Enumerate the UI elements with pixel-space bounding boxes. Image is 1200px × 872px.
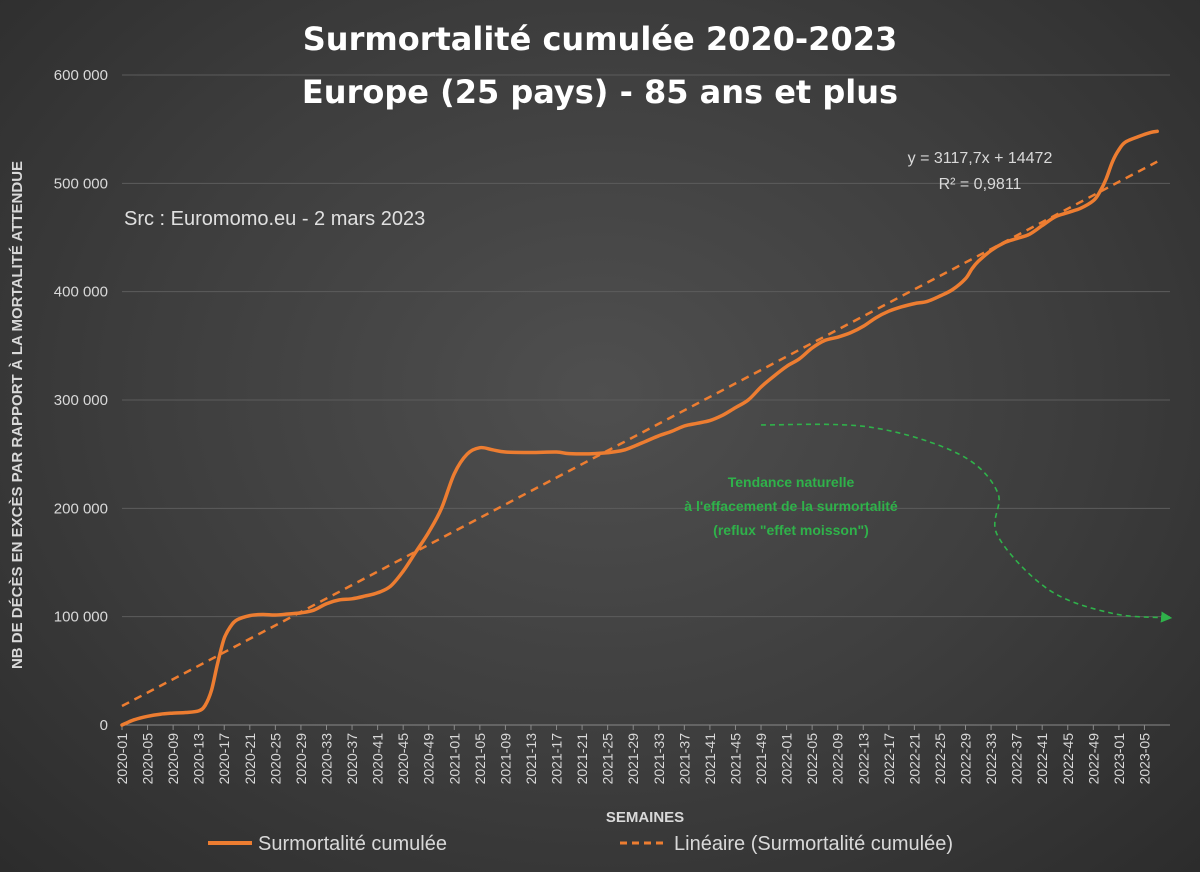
y-tick-label: 500 000 [54,175,108,192]
x-tick-label: 2022-05 [804,733,820,785]
x-tick-label: 2022-17 [881,733,897,785]
x-tick-label: 2022-01 [779,733,795,785]
x-tick-label: 2020-17 [216,733,232,785]
x-tick-label: 2020-33 [318,733,334,785]
trendline-series [121,160,1158,708]
x-tick-label: 2021-29 [625,733,641,785]
y-tick-label: 300 000 [54,392,108,409]
y-tick-label: 0 [100,717,108,734]
x-tick-label: 2021-05 [472,733,488,785]
x-tick-label: 2020-37 [344,733,360,785]
trendline-r2: R² = 0,9811 [939,176,1022,193]
x-tick-label: 2021-17 [549,733,565,785]
x-tick-label: 2021-01 [446,733,462,785]
chart-title-line-1: Surmortalité cumulée 2020-2023 [303,20,897,58]
x-tick-label: 2022-49 [1085,733,1101,785]
y-axis-ticks: 0 100 000 200 000 300 000 400 000 500 000 600 … [54,67,108,734]
x-tick-label: 2021-13 [523,733,539,785]
x-tick-label: 2022-45 [1060,733,1076,785]
x-tick-label: 2020-25 [267,733,283,785]
x-axis-title: SEMAINES [606,809,684,826]
x-tick-label: 2020-29 [293,733,309,785]
x-tick-label: 2022-29 [958,733,974,785]
x-tick-label: 2022-21 [906,733,922,785]
x-tick-label: 2020-01 [114,733,130,785]
x-tick-label: 2022-41 [1034,733,1050,785]
y-tick-label: 600 000 [54,67,108,84]
gridlines [122,74,1170,726]
x-tick-label: 2022-25 [932,733,948,785]
x-tick-label: 2021-21 [574,733,590,785]
x-tick-label: 2021-37 [676,733,692,785]
annotation-line-2: à l'effacement de la surmortalité [684,498,898,514]
x-tick-label: 2023-01 [1111,733,1127,785]
x-tick-label: 2022-37 [1009,733,1025,785]
x-tick-label: 2021-41 [702,733,718,785]
x-tick-label: 2021-49 [753,733,769,785]
annotation-line-1: Tendance naturelle [728,474,855,490]
x-tick-label: 2022-13 [855,733,871,785]
y-tick-label: 100 000 [54,609,108,626]
x-tick-label: 2021-45 [727,733,743,785]
x-tick-label: 2020-09 [165,733,181,785]
series-layer [120,129,1159,727]
legend-label-solid: Surmortalité cumulée [258,833,447,855]
x-tick-label: 2020-49 [421,733,437,785]
annotation-layer [761,423,1173,623]
y-tick-label: 400 000 [54,284,108,301]
x-tick-label: 2022-09 [830,733,846,785]
x-axis-ticks: 2020-01 2020-05 2020-09 2020-13 2020-17 2020-… [114,725,1152,784]
cumulative-excess-series [120,129,1159,727]
x-tick-label: 2021-33 [651,733,667,785]
source-label: Src : Euromomo.eu - 2 mars 2023 [124,208,425,230]
trend-annotation-arrow [761,423,1173,623]
x-tick-label: 2021-25 [600,733,616,785]
x-tick-label: 2023-05 [1136,733,1152,785]
x-tick-label: 2020-21 [242,733,258,785]
y-axis-title: NB DE DÉCÈS EN EXCÈS PAR RAPPORT À LA MO… [9,161,26,669]
x-tick-label: 2020-41 [370,733,386,785]
annotation-line-3: (reflux "effet moisson") [713,522,869,538]
x-tick-label: 2020-45 [395,733,411,785]
x-tick-label: 2022-33 [983,733,999,785]
chart-title-line-2: Europe (25 pays) - 85 ans et plus [302,73,898,111]
legend-label-dashed: Linéaire (Surmortalité cumulée) [674,833,953,855]
trendline-equation: y = 3117,7x + 14472 [908,150,1053,167]
x-tick-label: 2021-09 [497,733,513,785]
x-tick-label: 2020-13 [191,733,207,785]
x-tick-label: 2020-05 [140,733,156,785]
y-tick-label: 200 000 [54,500,108,517]
